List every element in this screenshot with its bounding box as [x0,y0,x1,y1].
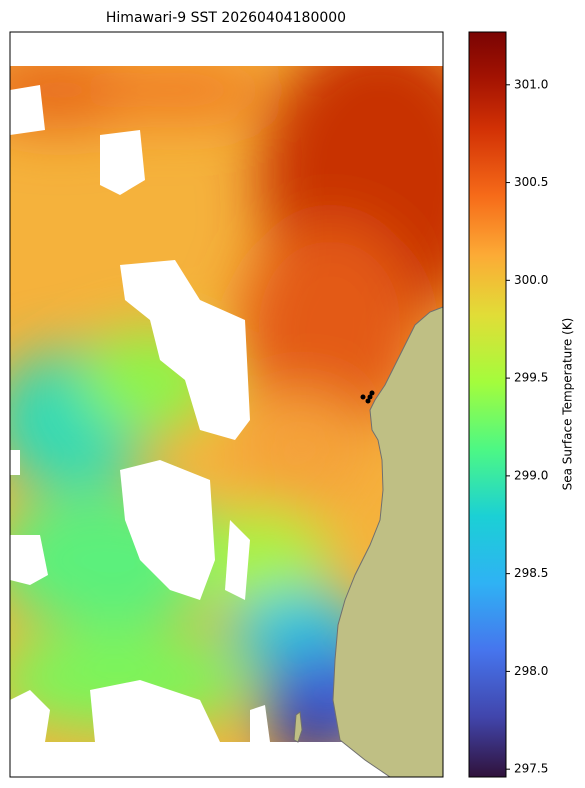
colorbar-tick-label: 299.0 [514,468,548,482]
colorbar: Sea Surface Temperature (K) 297.5 298.0 29… [468,31,575,778]
colorbar-tick-label: 301.0 [514,77,548,91]
cloud-mask [10,85,270,742]
colorbar-label: Sea Surface Temperature (K) [561,318,575,491]
colorbar-tick-label: 300.0 [514,273,548,287]
colorbar-scale [468,31,507,778]
island [293,711,303,743]
colorbar-tick-label: 297.5 [514,762,548,776]
station-markers [360,390,375,404]
colorbar-tick-label: 298.5 [514,566,548,580]
colorbar-tick-label: 300.5 [514,175,548,189]
colorbar-tick-label: 298.0 [514,664,548,678]
chart-title: Himawari-9 SST 20260404180000 [106,10,346,26]
land [332,306,444,778]
map [9,31,444,778]
colorbar-tick-label: 299.5 [514,371,548,385]
